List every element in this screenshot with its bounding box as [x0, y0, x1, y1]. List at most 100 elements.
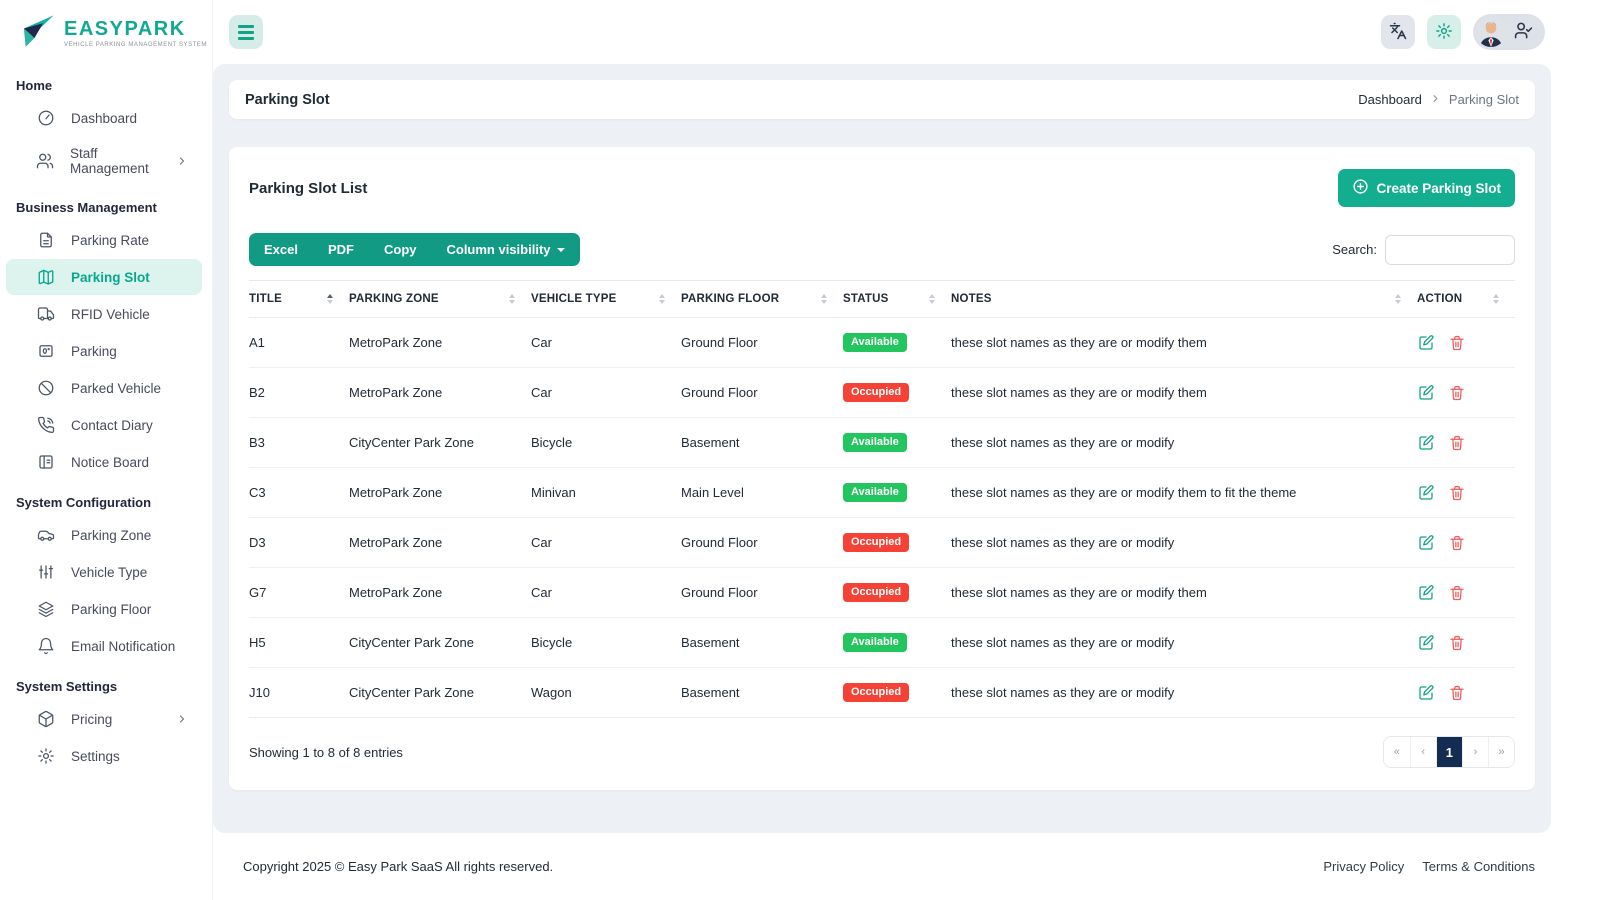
cell-notes: these slot names as they are or modify t…	[951, 567, 1417, 618]
column-header-title[interactable]: TITLE	[249, 280, 349, 318]
trash-icon	[1450, 435, 1464, 450]
breadcrumb-dashboard-link[interactable]: Dashboard	[1358, 92, 1422, 107]
edit-button[interactable]	[1417, 534, 1435, 552]
main-area: Parking Slot Dashboard Parking Slot Park…	[213, 0, 1600, 900]
column-header-parking-floor[interactable]: PARKING FLOOR	[681, 280, 843, 318]
table-row: B2 MetroPark Zone Car Ground Floor Occup…	[249, 367, 1515, 418]
cell-notes: these slot names as they are or modify	[951, 417, 1417, 468]
search-input[interactable]	[1385, 234, 1515, 265]
caret-down-icon	[556, 247, 565, 252]
column-header-action[interactable]: ACTION	[1417, 280, 1515, 318]
table-toolbar: Excel PDF Copy Column visibility Search:	[229, 225, 1535, 280]
sidebar-item-pricing[interactable]: Pricing	[6, 701, 202, 737]
sidebar-item-staff-management[interactable]: Staff Management	[6, 137, 202, 185]
cell-title: C3	[249, 467, 349, 518]
copyright-text: Copyright 2025 © Easy Park SaaS All righ…	[243, 859, 554, 874]
language-button[interactable]	[1381, 15, 1415, 49]
cell-vehicle: Wagon	[531, 667, 681, 718]
sidebar-item-vehicle-type[interactable]: Vehicle Type	[6, 554, 202, 590]
excel-export-button[interactable]: Excel	[249, 233, 313, 266]
users-icon	[36, 152, 54, 170]
cell-notes: these slot names as they are or modify	[951, 517, 1417, 568]
cell-title: G7	[249, 567, 349, 618]
copy-export-button[interactable]: Copy	[369, 233, 432, 266]
gear-icon	[36, 747, 55, 765]
edit-button[interactable]	[1417, 384, 1435, 402]
create-parking-slot-button[interactable]: Create Parking Slot	[1338, 169, 1515, 207]
edit-button[interactable]	[1417, 584, 1435, 602]
brand-logo[interactable]: EASYPARK VEHICLE PARKING MANAGEMENT SYST…	[0, 0, 212, 64]
breadcrumb: Dashboard Parking Slot	[1358, 92, 1519, 107]
table-body: A1 MetroPark Zone Car Ground Floor Avail…	[249, 317, 1515, 718]
edit-icon	[1419, 334, 1434, 350]
edit-icon	[1419, 634, 1434, 650]
map-icon	[36, 268, 55, 286]
delete-button[interactable]	[1448, 384, 1466, 402]
cell-zone: MetroPark Zone	[349, 467, 531, 518]
sidebar-item-email-notification[interactable]: Email Notification	[6, 628, 202, 664]
privacy-policy-link[interactable]: Privacy Policy	[1323, 859, 1405, 874]
sidebar-item-parking-slot[interactable]: Parking Slot	[6, 259, 202, 295]
truck-icon	[36, 305, 55, 323]
sidebar-toggle-button[interactable]	[229, 15, 263, 49]
sort-icon	[821, 294, 827, 304]
sidebar-item-dashboard[interactable]: Dashboard	[6, 100, 202, 136]
pagination-page-1-button[interactable]: 1	[1435, 737, 1462, 767]
topbar	[213, 0, 1600, 64]
trash-icon	[1450, 585, 1464, 600]
user-menu[interactable]	[1473, 14, 1545, 50]
cell-title: D3	[249, 517, 349, 568]
pdf-export-button[interactable]: PDF	[313, 233, 369, 266]
cell-vehicle: Car	[531, 367, 681, 418]
sidebar: EASYPARK VEHICLE PARKING MANAGEMENT SYST…	[0, 0, 213, 900]
package-icon	[36, 710, 55, 728]
sort-icon	[1395, 294, 1401, 304]
edit-button[interactable]	[1417, 484, 1435, 502]
cell-floor: Basement	[681, 667, 843, 718]
cell-vehicle: Bicycle	[531, 417, 681, 468]
sidebar-item-parking-floor[interactable]: Parking Floor	[6, 591, 202, 627]
delete-button[interactable]	[1448, 534, 1466, 552]
card-title: Parking Slot List	[249, 179, 368, 197]
column-visibility-dropdown[interactable]: Column visibility	[431, 233, 579, 266]
status-badge: Available	[843, 483, 907, 502]
sidebar-item-rfid-vehicle[interactable]: RFID Vehicle	[6, 296, 202, 332]
delete-button[interactable]	[1448, 584, 1466, 602]
sidebar-item-parking-zone[interactable]: Parking Zone	[6, 517, 202, 553]
column-header-notes[interactable]: NOTES	[951, 280, 1417, 318]
sidebar-item-parking-rate[interactable]: Parking Rate	[6, 222, 202, 258]
edit-button[interactable]	[1417, 684, 1435, 702]
table-row: B3 CityCenter Park Zone Bicycle Basement…	[249, 417, 1515, 468]
column-header-parking-zone[interactable]: PARKING ZONE	[349, 280, 531, 318]
cell-vehicle: Car	[531, 317, 681, 368]
sidebar-item-contact-diary[interactable]: Contact Diary	[6, 407, 202, 443]
delete-button[interactable]	[1448, 334, 1466, 352]
terms-conditions-link[interactable]: Terms & Conditions	[1422, 859, 1535, 874]
chevron-right-icon	[176, 155, 188, 167]
delete-button[interactable]	[1448, 484, 1466, 502]
sort-icon	[327, 294, 333, 304]
sidebar-item-notice-board[interactable]: Notice Board	[6, 444, 202, 480]
breadcrumb-separator-icon	[1430, 92, 1441, 107]
edit-icon	[1419, 384, 1434, 400]
delete-button[interactable]	[1448, 434, 1466, 452]
sort-icon	[659, 294, 665, 304]
pagination-last-button[interactable]: »	[1488, 737, 1514, 767]
column-header-status[interactable]: STATUS	[843, 280, 951, 318]
edit-button[interactable]	[1417, 434, 1435, 452]
sidebar-item-parked-vehicle[interactable]: Parked Vehicle	[6, 370, 202, 406]
pagination-next-button[interactable]: ›	[1462, 737, 1488, 767]
delete-button[interactable]	[1448, 634, 1466, 652]
settings-button[interactable]	[1427, 15, 1461, 49]
pagination-first-button[interactable]: «	[1383, 737, 1410, 767]
column-header-vehicle-type[interactable]: VEHICLE TYPE	[531, 280, 681, 318]
edit-button[interactable]	[1417, 634, 1435, 652]
pagination: « ‹ 1 › »	[1382, 736, 1515, 768]
pagination-prev-button[interactable]: ‹	[1409, 737, 1436, 767]
edit-button[interactable]	[1417, 334, 1435, 352]
cell-vehicle: Minivan	[531, 467, 681, 518]
sidebar-item-parking[interactable]: Parking	[6, 333, 202, 369]
sidebar-item-settings[interactable]: Settings	[6, 738, 202, 774]
gauge-icon	[36, 109, 55, 127]
delete-button[interactable]	[1448, 684, 1466, 702]
